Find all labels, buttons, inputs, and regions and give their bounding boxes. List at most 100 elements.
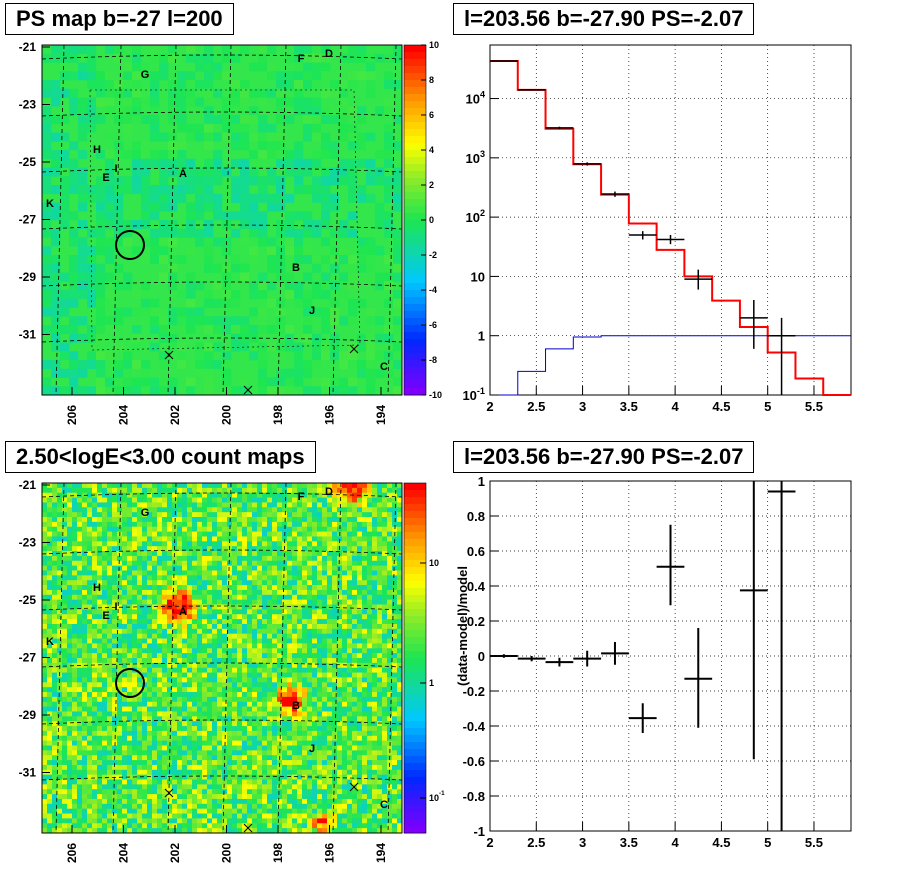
count-map-pixel (287, 682, 293, 688)
count-map-pixel (257, 551, 263, 557)
count-map-pixel (242, 555, 248, 562)
count-map-pixel (202, 565, 208, 571)
count-map-pixel (242, 575, 248, 581)
count-map-pixel (147, 760, 153, 766)
ps-map-pixel (312, 220, 322, 230)
ps-map-pixel (195, 228, 205, 238)
ps-map-pixel (249, 150, 259, 160)
count-map-pixel (197, 789, 203, 795)
count-map-pixel (297, 701, 303, 707)
count-map-pixel (42, 667, 48, 673)
ps-map-pixel (132, 80, 142, 90)
count-map-pixel (67, 512, 73, 518)
count-map-pixel (187, 692, 193, 698)
ps-map-pixel (123, 185, 133, 195)
count-map-pixel (97, 638, 103, 644)
count-map-pixel (42, 696, 48, 703)
count-map-pixel (232, 716, 238, 722)
count-map-pixel (177, 502, 183, 508)
count-map-pixel (117, 570, 123, 576)
ps-map-pixel (87, 290, 97, 300)
ps-map-pixel (42, 176, 52, 186)
count-map-pixel (152, 502, 158, 508)
count-map-pixel (247, 638, 253, 644)
ps-map-pixel (375, 167, 385, 177)
count-map-pixel (112, 779, 118, 785)
count-map-pixel (87, 794, 93, 800)
count-map-pixel (277, 555, 283, 562)
ps-map-pixel (69, 106, 79, 116)
count-map-pixel (272, 764, 278, 771)
count-map-pixel (267, 672, 273, 678)
count-map-pixel (137, 628, 143, 634)
ps-map-pixel (348, 167, 358, 177)
ps-map-pixel (240, 167, 250, 177)
count-map-pixel (272, 784, 278, 790)
count-map-pixel (137, 633, 143, 639)
count-map-pixel (292, 536, 298, 542)
count-map-pixel (182, 507, 188, 513)
count-map-pixel (107, 682, 113, 688)
ps-map-pixel (204, 290, 214, 300)
count-map-pixel (142, 604, 148, 610)
count-map-pixel (137, 623, 143, 630)
count-map-pixel (107, 541, 113, 547)
count-map-pixel (227, 730, 233, 737)
count-map-pixel (297, 735, 303, 741)
count-map-pixel (247, 677, 253, 683)
count-map-pixel (237, 497, 243, 503)
count-map-pixel (142, 521, 148, 528)
count-map-pixel (127, 692, 133, 698)
count-map-pixel (122, 638, 128, 644)
ps-map-pixel (240, 132, 250, 142)
count-map-pixel (147, 764, 153, 771)
ps-map-colorbar-label: 4 (429, 145, 434, 155)
count-map-pixel (257, 721, 263, 727)
ps-map-pixel (177, 115, 187, 125)
count-map-pixel (172, 813, 178, 819)
ps-map-pixel (69, 185, 79, 195)
count-map-pixel (147, 507, 153, 513)
count-map-pixel (277, 541, 283, 547)
count-map-pixel (82, 502, 88, 508)
ps-map-pixel (69, 290, 79, 300)
count-map-pixel (242, 740, 248, 746)
ps-map-pixel (186, 88, 196, 98)
ps-map-pixel (258, 115, 268, 125)
count-map-pixel (157, 677, 163, 683)
count-map-pixel (252, 507, 258, 513)
count-map-pixel (167, 735, 173, 741)
count-map-pixel (47, 526, 53, 532)
ps-map-pixel (222, 132, 232, 142)
count-map-pixel (167, 648, 173, 654)
ps-map-pixel (276, 158, 286, 168)
count-map-pixel (132, 551, 138, 557)
count-map-pixel (287, 735, 293, 741)
ps-map-pixel (177, 360, 187, 370)
count-map-pixel (52, 565, 58, 571)
count-map-pixel (282, 643, 288, 649)
ps-map-x-tick-label: 204 (117, 405, 131, 425)
count-map-pixel (277, 575, 283, 581)
count-map-pixel (222, 594, 228, 600)
count-map-pixel (232, 526, 238, 532)
count-map-pixel (142, 487, 148, 494)
count-map-pixel (52, 517, 58, 523)
ps-map-colorbar-label: -4 (429, 285, 437, 295)
ps-map-pixel (384, 80, 394, 90)
ps-map-pixel (204, 106, 214, 116)
count-map-pixel (127, 521, 133, 528)
ps-map-pixel (258, 360, 268, 370)
count-map-pixel (212, 721, 218, 727)
count-map-pixel (227, 487, 233, 494)
ps-map-pixel (141, 386, 151, 396)
count-map-pixel (237, 541, 243, 547)
count-map-pixel (112, 555, 118, 562)
ps-map-pixel (339, 228, 349, 238)
count-map-pixel (42, 580, 48, 586)
count-map-pixel (167, 497, 173, 503)
count-map-pixel (192, 609, 198, 615)
count-map-pixel (142, 789, 148, 795)
count-map-pixel (47, 701, 53, 707)
count-map-pixel (117, 623, 123, 630)
